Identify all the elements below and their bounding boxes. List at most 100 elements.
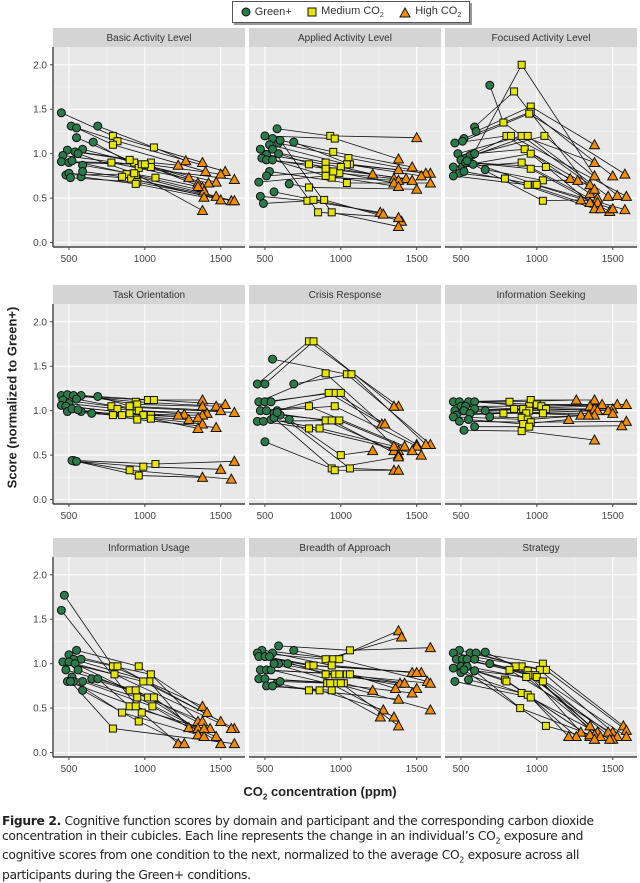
x-tick-label: 500 (61, 511, 78, 522)
medium-co2-point (146, 414, 155, 423)
medium-co2-point (304, 160, 313, 169)
medium-co2-point (130, 169, 139, 178)
green-plus-point (93, 674, 103, 684)
medium-co2-point (139, 677, 148, 686)
medium-co2-point (532, 180, 541, 189)
green-plus-point (275, 135, 285, 145)
green-plus-point (258, 416, 268, 426)
x-tick-label: 500 (257, 764, 274, 775)
high-co2-point (392, 450, 405, 462)
medium-co2-point (526, 693, 535, 702)
medium-co2-point (520, 145, 529, 154)
high-co2-point (570, 730, 583, 742)
medium-co2-point (149, 693, 158, 702)
green-plus-point (272, 124, 282, 134)
y-tick-label: 0.5 (33, 704, 47, 715)
medium-co2-point (315, 686, 324, 695)
medium-co2-point (330, 134, 339, 143)
y-tick-label: 2.0 (33, 317, 47, 328)
green-plus-point (284, 179, 294, 189)
y-tick-label: 1.0 (33, 406, 47, 417)
medium-co2-point (538, 409, 547, 418)
green-plus-point (470, 654, 480, 664)
high-co2-point (574, 726, 587, 737)
green-plus-point (65, 173, 75, 183)
x-tick-label: 1500 (602, 511, 625, 522)
y-tick-label: 1.5 (33, 362, 47, 373)
high-co2-point (389, 682, 402, 694)
legend: Green+ Medium CO2 High CO2 (232, 1, 470, 23)
high-co2-point (611, 189, 624, 200)
medium-co2-point (330, 466, 339, 475)
panel: Information Usage 0.0 0.5 1.0 1.5 2.0 500 1000 1… (33, 538, 245, 775)
legend-item-green: Green+ (241, 6, 292, 18)
high-co2-point (210, 400, 223, 411)
caption-sub-1: 2 (495, 836, 501, 846)
high-co2-point (574, 409, 587, 420)
high-co2-point (611, 398, 624, 409)
high-co2-point (564, 172, 577, 184)
green-plus-point (448, 663, 458, 673)
medium-co2-point (510, 404, 519, 413)
medium-co2-point (108, 724, 117, 733)
green-plus-point (260, 131, 270, 141)
high-co2-point (562, 730, 575, 742)
green-plus-point (448, 171, 458, 181)
high-co2-point (415, 169, 428, 181)
x-tick-label: 1500 (210, 254, 233, 265)
legend-label-green: Green+ (254, 6, 292, 18)
high-co2-point (410, 682, 423, 694)
high-co2-point (377, 703, 390, 715)
medium-co2-point (335, 655, 344, 664)
x-tick-label: 1500 (406, 764, 429, 775)
medium-co2-point (517, 427, 526, 436)
green-plus-point (269, 187, 279, 197)
high-co2-point (606, 407, 619, 418)
green-plus-point (78, 676, 88, 686)
green-plus-point (464, 415, 474, 425)
high-co2-point (603, 733, 616, 744)
y-tick-label: 2.0 (33, 60, 47, 71)
medium-co2-point (131, 686, 140, 695)
high-co2-point (366, 168, 379, 179)
x-tick-label: 1500 (602, 764, 625, 775)
high-co2-point (196, 471, 209, 482)
medium-co2-point (345, 646, 354, 655)
high-co2-point (574, 193, 587, 205)
high-co2-point (366, 444, 379, 456)
high-co2-point (395, 630, 408, 642)
high-co2-point (410, 183, 423, 194)
panel-title: Information Usage (108, 543, 190, 554)
high-co2-point (172, 159, 185, 170)
high-co2-point (392, 180, 405, 192)
medium-co2-point (304, 424, 313, 433)
green-plus-point (274, 641, 284, 651)
high-co2-point (620, 398, 633, 409)
high-co2-point (562, 413, 575, 425)
high-co2-point (606, 202, 619, 214)
green-plus-point (448, 162, 458, 172)
green-plus-point (61, 665, 71, 675)
green-plus-point (470, 666, 480, 676)
x-tick-label: 1000 (330, 764, 353, 775)
medium-co2-point (125, 155, 134, 164)
x-tick-label: 1000 (330, 511, 353, 522)
high-co2-point (410, 440, 423, 451)
green-plus-point (65, 676, 75, 686)
legend-label-high: High CO (415, 4, 458, 17)
green-plus-point (56, 157, 66, 167)
medium-co2-point (139, 411, 148, 420)
medium-co2-point (523, 180, 532, 189)
green-plus-point (78, 166, 88, 176)
medium-co2-point (321, 670, 330, 679)
legend-item-high: High CO2 (399, 5, 461, 19)
green-plus-point (59, 590, 69, 600)
high-co2-point (214, 715, 227, 726)
green-plus-point (275, 676, 285, 686)
green-plus-point (72, 133, 82, 143)
high-co2-point (201, 706, 213, 718)
panel: Basic Activity Level 0.0 0.5 1.0 1.5 2.0 500 10… (33, 28, 245, 265)
high-co2-point (366, 684, 379, 695)
green-plus-point (93, 391, 103, 401)
green-plus-point (470, 422, 480, 432)
